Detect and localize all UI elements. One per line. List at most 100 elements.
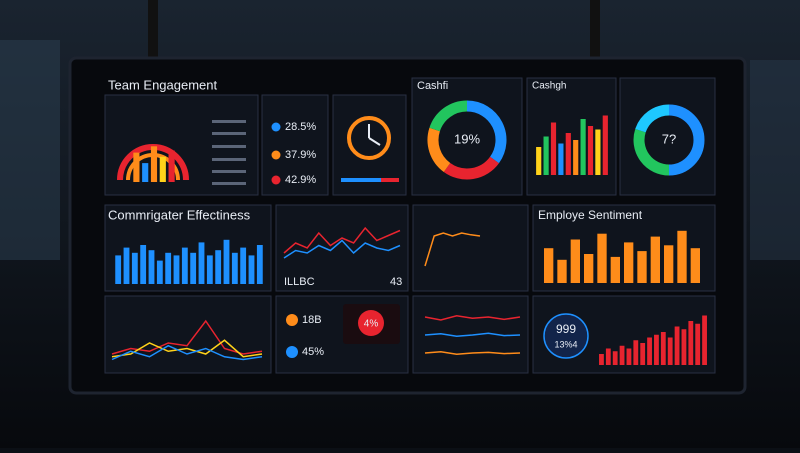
bar <box>215 250 222 284</box>
post <box>590 0 600 60</box>
bar <box>640 343 646 365</box>
icon <box>286 314 298 326</box>
panel <box>104 295 272 374</box>
line <box>111 339 263 358</box>
title: Cashfi <box>417 80 448 92</box>
tile-text: 43 <box>390 276 402 288</box>
bar <box>584 254 594 283</box>
bar <box>544 248 554 283</box>
progress <box>341 178 381 182</box>
bar <box>570 239 580 283</box>
line <box>111 344 263 361</box>
bar <box>695 323 701 365</box>
clock-hands <box>368 124 381 146</box>
bar <box>624 242 634 283</box>
title: Cashgh <box>532 81 566 92</box>
bar <box>150 146 158 182</box>
bar <box>677 230 687 283</box>
post <box>148 0 158 60</box>
bar <box>587 126 594 175</box>
line <box>424 232 481 267</box>
bar <box>181 247 188 284</box>
bar <box>612 351 618 365</box>
bar <box>605 348 611 365</box>
bar <box>190 252 197 284</box>
bar <box>248 255 255 284</box>
panel <box>275 204 409 292</box>
metric-dot <box>271 122 281 132</box>
bar <box>543 136 549 175</box>
donut-segment <box>443 156 499 180</box>
icon <box>286 346 298 358</box>
bar <box>654 334 659 365</box>
line <box>283 239 401 259</box>
donut-segment <box>633 129 670 176</box>
bar <box>580 119 586 175</box>
bar <box>115 255 122 284</box>
metric-value: 28.5% <box>285 121 316 133</box>
window <box>750 60 800 260</box>
bar <box>142 163 149 182</box>
bar <box>240 247 247 284</box>
line <box>424 332 521 337</box>
bar <box>633 340 639 365</box>
bar <box>602 115 608 175</box>
bar <box>156 260 163 284</box>
bar <box>173 255 180 284</box>
panel <box>526 77 617 196</box>
bar <box>159 156 166 182</box>
metric-value: 37.9% <box>285 149 316 161</box>
line <box>283 226 401 254</box>
bar <box>565 133 571 175</box>
bar <box>660 332 666 365</box>
donut-center: 19% <box>454 131 480 146</box>
donut-segment <box>429 100 468 132</box>
bar <box>619 345 625 365</box>
bar <box>148 250 155 284</box>
bar <box>168 150 175 182</box>
bar <box>667 337 673 365</box>
line <box>424 351 521 355</box>
bar <box>123 247 130 284</box>
bar <box>626 348 632 365</box>
title: Commrigater Effectiness <box>108 207 251 222</box>
title: Employe Sentiment <box>538 208 643 222</box>
window <box>0 40 60 260</box>
tile-text: 45% <box>302 346 324 358</box>
clock-gauge <box>347 116 391 160</box>
bar <box>681 329 687 365</box>
bar <box>610 256 620 283</box>
bar <box>256 245 263 284</box>
bar <box>702 315 707 365</box>
tile-text: 999 <box>556 322 576 336</box>
panel <box>412 204 529 292</box>
bar <box>165 252 172 284</box>
bar <box>664 245 674 283</box>
score-circle <box>543 313 589 359</box>
bar <box>223 239 230 284</box>
bar <box>674 326 680 365</box>
bar <box>597 233 607 283</box>
line <box>424 315 521 321</box>
tile-text: ILLBC <box>284 276 315 288</box>
bar <box>231 252 238 284</box>
bar <box>595 129 601 175</box>
bar <box>206 255 213 284</box>
bar <box>637 251 647 283</box>
alert-dot <box>358 310 384 336</box>
bar <box>650 236 660 283</box>
legend-list <box>212 120 246 185</box>
donut-center: 7? <box>662 131 676 146</box>
metric-dot <box>271 150 281 160</box>
donut-segment <box>466 100 507 164</box>
tile-text: 13%4 <box>554 339 577 349</box>
bar <box>557 259 567 283</box>
bar <box>688 321 694 365</box>
bar <box>131 252 138 284</box>
bar <box>133 152 140 182</box>
title: Team Engagement <box>108 77 218 92</box>
bar <box>536 147 542 175</box>
tile-text: 18B <box>302 314 322 326</box>
bar <box>573 140 579 175</box>
